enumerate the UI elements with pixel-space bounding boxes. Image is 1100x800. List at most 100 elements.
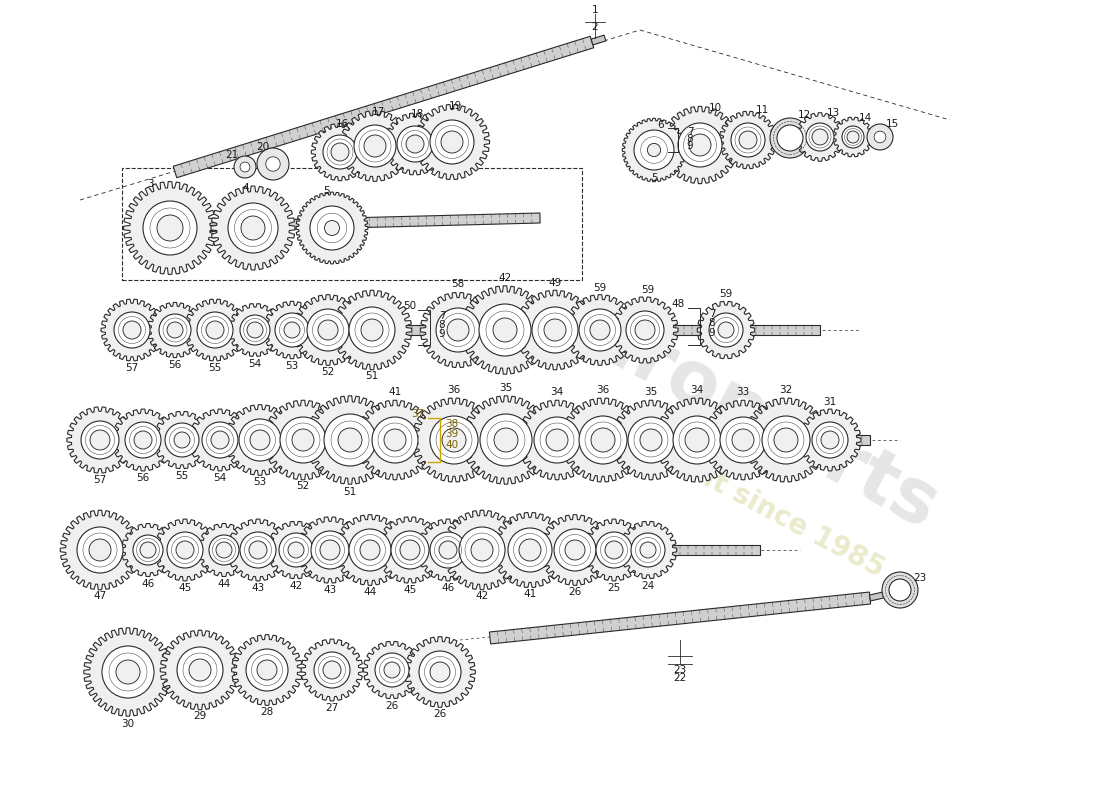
Text: 34: 34 bbox=[550, 387, 563, 397]
Polygon shape bbox=[462, 396, 550, 484]
Text: 9: 9 bbox=[686, 141, 693, 151]
Circle shape bbox=[821, 431, 839, 449]
Circle shape bbox=[441, 131, 463, 153]
Text: 59: 59 bbox=[719, 289, 733, 299]
Text: 2: 2 bbox=[592, 22, 598, 32]
Text: 18: 18 bbox=[410, 109, 424, 119]
Text: 52: 52 bbox=[321, 367, 334, 377]
Polygon shape bbox=[355, 400, 434, 480]
Text: 27: 27 bbox=[326, 703, 339, 713]
Text: 28: 28 bbox=[261, 707, 274, 717]
Circle shape bbox=[508, 528, 552, 572]
Polygon shape bbox=[161, 630, 240, 710]
Text: 29: 29 bbox=[194, 711, 207, 721]
Circle shape bbox=[134, 431, 152, 449]
Circle shape bbox=[311, 531, 349, 569]
Text: 30: 30 bbox=[121, 719, 134, 729]
Circle shape bbox=[447, 319, 469, 341]
Text: 40: 40 bbox=[446, 440, 459, 450]
Circle shape bbox=[324, 221, 340, 235]
Circle shape bbox=[279, 533, 313, 567]
Polygon shape bbox=[80, 435, 870, 445]
Text: 48: 48 bbox=[671, 299, 684, 309]
Polygon shape bbox=[229, 303, 282, 357]
Text: 51: 51 bbox=[365, 371, 378, 381]
Circle shape bbox=[720, 417, 766, 463]
Polygon shape bbox=[154, 519, 216, 581]
Text: 51: 51 bbox=[343, 487, 356, 497]
Circle shape bbox=[544, 319, 566, 341]
Polygon shape bbox=[384, 113, 446, 175]
Circle shape bbox=[202, 422, 238, 458]
Circle shape bbox=[546, 429, 568, 451]
Polygon shape bbox=[80, 545, 760, 555]
Circle shape bbox=[77, 527, 123, 573]
Circle shape bbox=[310, 206, 354, 250]
Circle shape bbox=[493, 318, 517, 342]
Polygon shape bbox=[101, 299, 163, 361]
Circle shape bbox=[874, 131, 886, 143]
Circle shape bbox=[436, 308, 480, 352]
Polygon shape bbox=[517, 400, 596, 480]
Text: 25: 25 bbox=[607, 583, 620, 593]
Polygon shape bbox=[697, 302, 755, 358]
Text: 59: 59 bbox=[593, 283, 606, 293]
Circle shape bbox=[167, 322, 183, 338]
Circle shape bbox=[739, 131, 757, 149]
Text: 9: 9 bbox=[708, 328, 715, 338]
Text: 56: 56 bbox=[136, 473, 150, 483]
Circle shape bbox=[216, 542, 232, 558]
Polygon shape bbox=[612, 297, 678, 363]
Polygon shape bbox=[623, 118, 685, 182]
Circle shape bbox=[318, 320, 338, 340]
Circle shape bbox=[250, 430, 270, 450]
Text: 26: 26 bbox=[433, 709, 447, 719]
Polygon shape bbox=[60, 510, 140, 590]
Circle shape bbox=[234, 156, 256, 178]
Circle shape bbox=[280, 417, 326, 463]
Text: 54: 54 bbox=[213, 473, 227, 483]
Circle shape bbox=[246, 649, 288, 691]
Text: 43: 43 bbox=[323, 585, 337, 595]
Polygon shape bbox=[591, 35, 606, 45]
Text: 34: 34 bbox=[691, 385, 704, 395]
Circle shape bbox=[648, 143, 661, 157]
Circle shape bbox=[806, 123, 834, 151]
Text: 8: 8 bbox=[686, 134, 693, 144]
Circle shape bbox=[323, 661, 341, 679]
Circle shape bbox=[812, 422, 848, 458]
Circle shape bbox=[143, 201, 197, 255]
Text: 5: 5 bbox=[651, 173, 658, 183]
Circle shape bbox=[206, 321, 224, 339]
Text: 42: 42 bbox=[498, 273, 512, 283]
Circle shape bbox=[812, 129, 828, 145]
Polygon shape bbox=[833, 118, 872, 157]
Text: 21: 21 bbox=[226, 150, 239, 160]
Polygon shape bbox=[564, 294, 636, 366]
Polygon shape bbox=[263, 400, 343, 480]
Circle shape bbox=[579, 309, 621, 351]
Polygon shape bbox=[415, 105, 490, 179]
Polygon shape bbox=[150, 213, 540, 233]
Circle shape bbox=[710, 313, 742, 347]
Circle shape bbox=[634, 130, 674, 170]
Polygon shape bbox=[869, 590, 893, 601]
Polygon shape bbox=[417, 519, 478, 581]
Polygon shape bbox=[263, 302, 321, 358]
Polygon shape bbox=[744, 398, 828, 482]
Polygon shape bbox=[795, 113, 844, 162]
Circle shape bbox=[718, 322, 734, 338]
Circle shape bbox=[102, 646, 154, 698]
Circle shape bbox=[240, 162, 250, 172]
Text: 50: 50 bbox=[404, 301, 417, 311]
Polygon shape bbox=[412, 398, 496, 482]
Polygon shape bbox=[703, 400, 783, 480]
Circle shape bbox=[626, 311, 664, 349]
Bar bbox=[122, 168, 582, 280]
Polygon shape bbox=[461, 286, 549, 374]
Circle shape bbox=[307, 309, 349, 351]
Text: 42: 42 bbox=[475, 591, 488, 601]
Circle shape bbox=[228, 203, 278, 253]
Text: 12: 12 bbox=[798, 110, 811, 120]
Text: 46: 46 bbox=[441, 583, 454, 593]
